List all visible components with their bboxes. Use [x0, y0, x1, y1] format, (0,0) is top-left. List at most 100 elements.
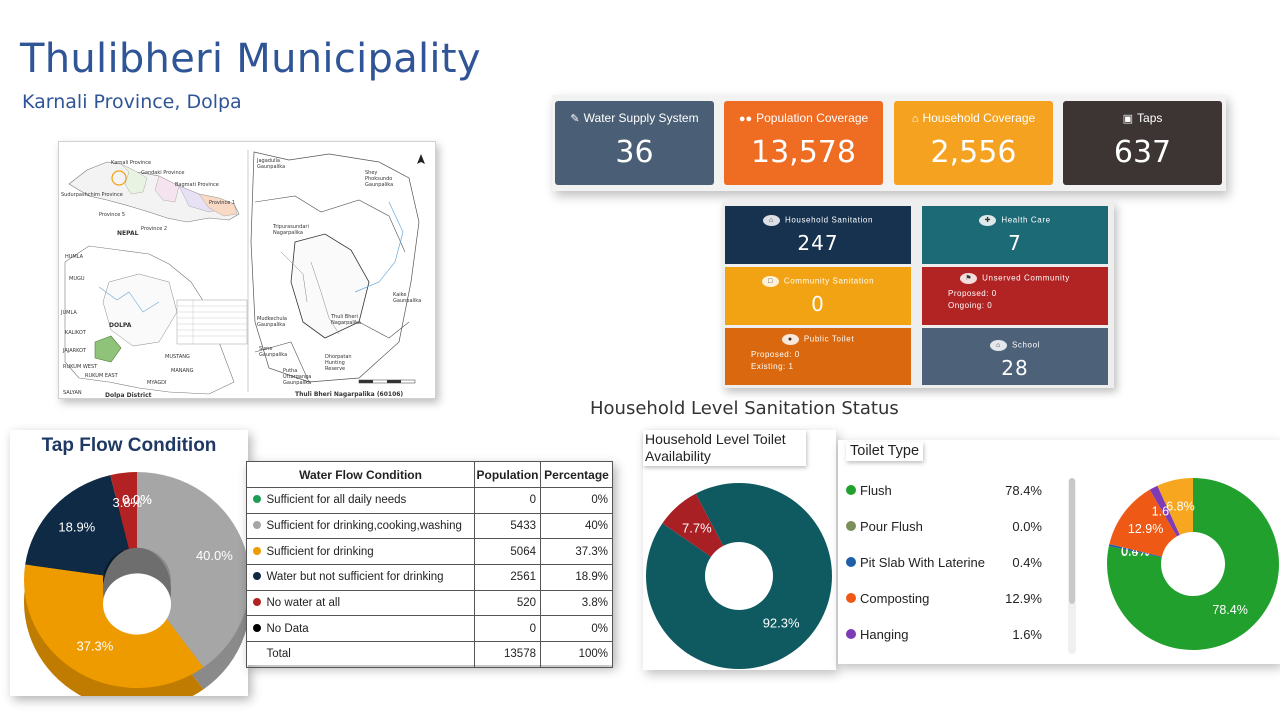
row-population: 520 [474, 589, 541, 617]
slice-label: 6.8% [1166, 499, 1195, 513]
tap-flow-chart: Tap Flow Condition 0.0% 40.0% 37.3% 18.9% 3.… [10, 430, 248, 696]
tile-household-sanitation[interactable]: ⌂ Household Sanitation 247 [725, 206, 911, 264]
kpi-population-coverage[interactable]: ●● Population Coverage 13,578 [724, 101, 883, 185]
water-flow-table: Water Flow Condition Population Percenta… [246, 461, 613, 668]
legend-percent: 78.4% [1005, 483, 1042, 498]
row-color-cell [246, 538, 267, 566]
donut-hole [103, 573, 171, 635]
slice-composting[interactable] [1109, 489, 1177, 557]
row-condition: No Data [266, 615, 475, 643]
slice-pit-slab-with-laterine[interactable] [1108, 544, 1162, 558]
map-label: KALIKOT [65, 330, 86, 336]
table-row: Total 13578 100% [246, 641, 613, 668]
legend-dot [252, 572, 261, 581]
row-condition: Sufficient for drinking [266, 538, 475, 566]
sanitation-tiles: ⌂ Household Sanitation 247 ✚ Health Care 7… [722, 202, 1114, 388]
slice-label: 37.3% [76, 639, 113, 654]
tile-label: Community Sanitation [783, 276, 875, 286]
legend-item[interactable]: Flush 78.4% [846, 480, 1042, 516]
legend-scrollbar[interactable] [1068, 478, 1076, 654]
map-label: HUMLA [65, 254, 84, 260]
legend-name: Pit Slab With Laterine [860, 555, 986, 570]
tile-community-sanitation[interactable]: □ Community Sanitation 0 [725, 267, 911, 325]
toilet-type-chart: Toilet Type Flush 78.4% Pour Flush 0.0% Pit … [838, 440, 1280, 664]
map-label: Dhorpatan Hunting Reserve [325, 354, 352, 372]
map-label: Putha Uttarganga Gaunpalika [283, 368, 312, 386]
row-condition: Sufficient for drinking,cooking,washing [266, 512, 475, 540]
scrollbar-thumb[interactable] [1069, 478, 1075, 604]
section-title: Household Level Sanitation Status [590, 398, 899, 419]
legend-name: Flush [860, 483, 892, 498]
tile-public-toilet[interactable]: ● Public Toilet Proposed: 0 Existing: 1 [725, 328, 911, 385]
map-label: Tripurasundari Nagarpalika [273, 224, 309, 236]
kpi-value: 13,578 [751, 135, 856, 170]
chart-title: Toilet Type [846, 442, 924, 461]
map-label: Sudurpashchim Province [61, 192, 123, 198]
toilet-availability-chart: 92.3% 7.7% Household Level Toilet Availab… [643, 430, 836, 670]
tile-value: 247 [797, 231, 839, 255]
map-label: Gandaki Province [141, 170, 185, 176]
row-percentage: 100% [540, 641, 613, 668]
tile-proposed: Proposed: 0 [751, 350, 800, 359]
row-percentage: 40% [540, 512, 613, 540]
school-icon: ⌂ [989, 340, 1007, 351]
kpi-household-coverage[interactable]: ⌂ Household Coverage 2,556 [894, 101, 1053, 185]
tile-school[interactable]: ⌂ School 28 [922, 328, 1108, 385]
kpi-taps[interactable]: ▣ Taps 637 [1063, 101, 1222, 185]
legend-item[interactable]: Composting 12.9% [846, 588, 1042, 624]
page-subtitle: Karnali Province, Dolpa [22, 91, 242, 113]
tile-label: Public Toilet [803, 334, 855, 344]
legend-dot [846, 485, 856, 495]
table-row: Water but not sufficient for drinking 256… [246, 564, 613, 591]
legend-percent: 0.0% [1012, 519, 1042, 534]
kpi-label: Household Coverage [922, 111, 1036, 125]
tile-existing: Existing: 1 [751, 362, 794, 371]
tile-value: 7 [1008, 231, 1022, 255]
slice-water-but-not-sufficient-for-drinking[interactable] [25, 475, 129, 576]
legend-item[interactable]: Pour Flush 0.0% [846, 516, 1042, 552]
toilet-availability-donut: 92.3% 7.7% [646, 483, 832, 669]
legend-item[interactable]: Hanging 1.6% [846, 624, 1042, 660]
tile-label: School [1011, 340, 1041, 350]
legend-item[interactable]: Pit Slab With Laterine 0.4% [846, 552, 1042, 588]
page-title: Thulibheri Municipality [20, 36, 481, 82]
slice-sufficient-for-drinking-cooking-washing[interactable] [137, 472, 248, 668]
legend-name: Hanging [860, 627, 909, 642]
row-percentage: 18.9% [540, 564, 613, 591]
kpi-water-supply-system[interactable]: ✎ Water Supply System 36 [555, 101, 714, 185]
tile-label: Health Care [1001, 215, 1051, 225]
slice-flush[interactable] [1107, 478, 1279, 650]
tile-label: Household Sanitation [784, 215, 874, 225]
slice-label: 3.8% [112, 495, 142, 510]
slice-label: 0.0% [122, 492, 152, 507]
slice-0[interactable] [646, 483, 832, 669]
slice-hanging[interactable] [1149, 485, 1180, 537]
map-label: Karnali Province [111, 160, 152, 166]
slice-label: 7.7% [682, 521, 712, 536]
table-header: Percentage [540, 461, 613, 488]
row-population: 5433 [474, 512, 541, 540]
map-label: Kaike Gaunpalika [393, 292, 422, 304]
slice-1[interactable] [662, 493, 724, 557]
tap-flow-donut: 0.0%40.0%37.3%18.9%3.8%0.0% [23, 472, 248, 696]
tile-label: Unserved Community [982, 273, 1070, 283]
row-population: 0 [474, 487, 541, 514]
map-label: Bagmati Province [175, 182, 219, 188]
slice-other[interactable] [1157, 478, 1193, 535]
community-icon: □ [761, 276, 779, 287]
table-row: Sufficient for drinking,cooking,washing 5… [246, 512, 613, 540]
map-label: JAJARKOT [63, 348, 87, 354]
slice-no-water-at-all[interactable] [110, 472, 137, 549]
map-label: Shey Phoksundo Gaunpalika [365, 170, 394, 188]
row-population: 13578 [474, 641, 541, 668]
legend-dot [846, 521, 856, 531]
row-color-cell [246, 641, 267, 668]
kpi-value: 637 [1113, 135, 1172, 170]
row-percentage: 0% [540, 615, 613, 643]
tile-unserved-community[interactable]: ⚑ Unserved Community Proposed: 0 Ongoing:… [922, 267, 1108, 325]
tile-health-care[interactable]: ✚ Health Care 7 [922, 206, 1108, 264]
slice-label: 18.9% [58, 520, 95, 535]
kpi-label: Population Coverage [756, 111, 869, 125]
map-label: SALYAN [63, 390, 82, 396]
legend-name: Pour Flush [860, 519, 923, 534]
